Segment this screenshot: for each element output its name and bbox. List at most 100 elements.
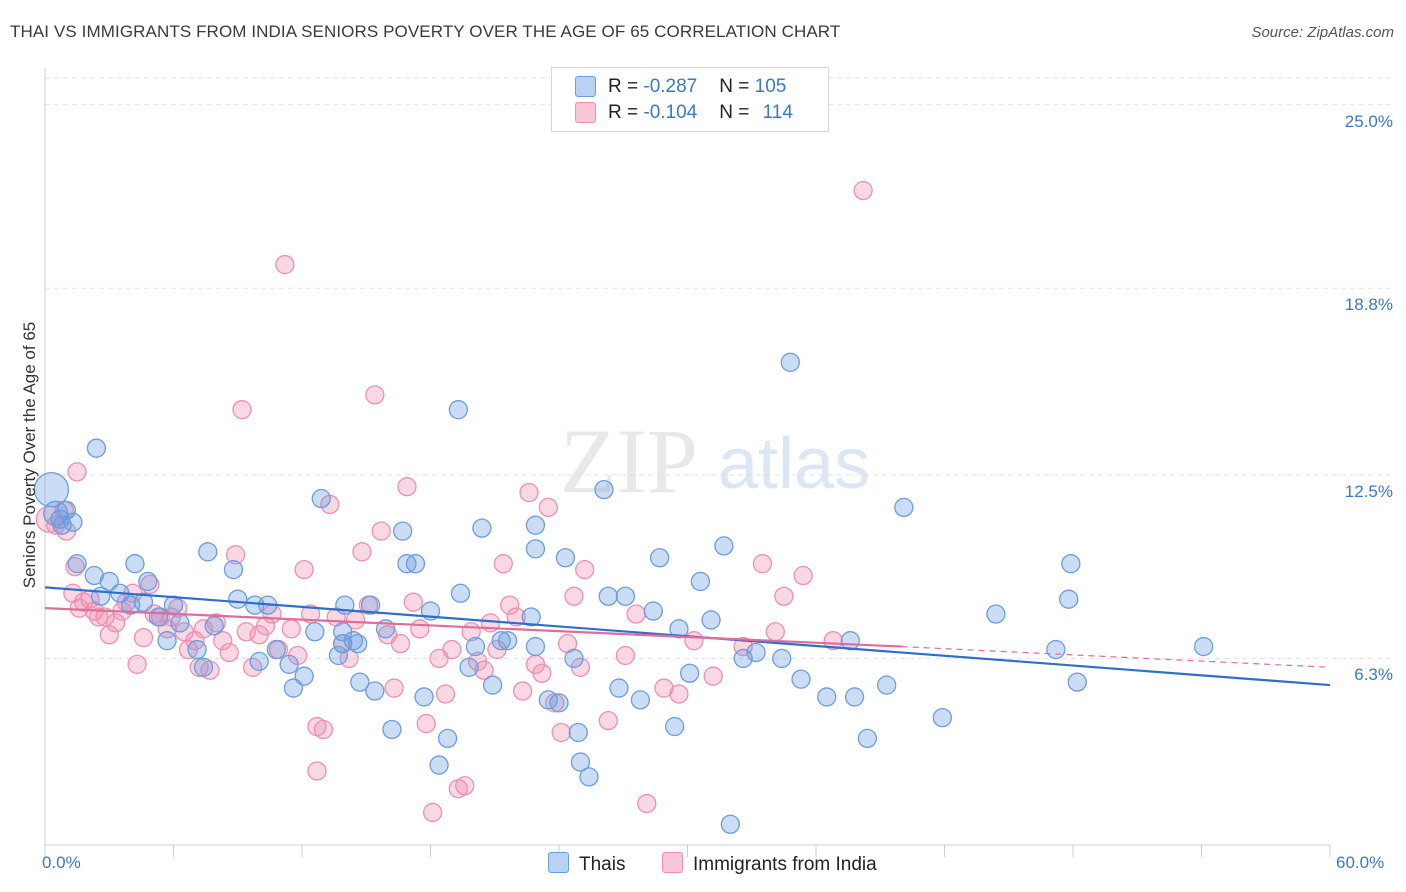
india-point bbox=[598, 710, 618, 731]
india-point bbox=[88, 607, 109, 627]
india-point bbox=[519, 482, 539, 503]
legend-row-thai: R = -0.287 N = 105 bbox=[575, 76, 786, 100]
thai-point bbox=[414, 687, 434, 707]
india-point bbox=[416, 713, 436, 734]
india-point bbox=[255, 616, 276, 636]
india-point bbox=[615, 645, 636, 666]
thai-point bbox=[305, 622, 325, 642]
thai-point bbox=[1046, 639, 1066, 660]
thai-r-label: R = bbox=[608, 76, 644, 97]
thai-point bbox=[609, 678, 629, 698]
thai-point bbox=[459, 657, 479, 677]
watermark: ZIP atlas bbox=[560, 410, 870, 512]
thai-point bbox=[746, 642, 766, 663]
india-point bbox=[455, 776, 475, 796]
india-point bbox=[853, 180, 873, 201]
india-point bbox=[127, 654, 147, 675]
thai-point bbox=[125, 554, 145, 574]
india-point bbox=[352, 542, 372, 562]
india-n-value: 114 bbox=[762, 102, 793, 123]
india-point bbox=[232, 400, 252, 420]
thai-point bbox=[294, 666, 314, 686]
thai-point bbox=[365, 681, 385, 701]
thai-point bbox=[163, 595, 184, 615]
thai-point bbox=[594, 479, 614, 500]
thai-point bbox=[266, 639, 286, 660]
thai-point bbox=[665, 716, 685, 737]
thai-point bbox=[348, 633, 368, 654]
y-tick-label: 18.8% bbox=[1344, 295, 1393, 315]
y-tick-label: 25.0% bbox=[1344, 111, 1393, 131]
india-point bbox=[422, 802, 443, 823]
india-point bbox=[564, 586, 584, 606]
india-point bbox=[532, 663, 552, 683]
india-point bbox=[512, 681, 533, 701]
thai-point bbox=[360, 595, 381, 615]
thai-n-value: 105 bbox=[754, 76, 787, 97]
india-point bbox=[219, 642, 239, 663]
thai-point bbox=[193, 657, 214, 677]
india-point bbox=[506, 607, 526, 627]
india-point bbox=[765, 622, 785, 642]
thai-point bbox=[630, 690, 651, 710]
india-point bbox=[752, 554, 773, 574]
thai-point bbox=[157, 631, 177, 651]
india-point bbox=[703, 666, 723, 686]
thai-point bbox=[187, 639, 207, 660]
thai-point bbox=[840, 631, 860, 651]
thai-point bbox=[405, 554, 426, 574]
india-point bbox=[365, 385, 385, 405]
chart-title: THAI VS IMMIGRANTS FROM INDIA SENIORS PO… bbox=[10, 22, 841, 41]
india-point bbox=[313, 719, 334, 740]
thai-point bbox=[780, 352, 800, 372]
thai-point bbox=[437, 728, 458, 749]
thai-point bbox=[148, 607, 169, 627]
thai-n-label: N = bbox=[719, 76, 755, 97]
india-point bbox=[307, 761, 327, 781]
thai-point bbox=[63, 512, 83, 532]
legend-row-india: R = -0.104 N = 114 bbox=[575, 102, 793, 126]
india-point bbox=[575, 559, 595, 580]
india-point bbox=[67, 462, 87, 482]
thai-point bbox=[579, 767, 599, 787]
bottom-legend-india[interactable]: Immigrants from India bbox=[662, 852, 877, 876]
thai-point bbox=[1193, 636, 1214, 657]
india-point bbox=[684, 631, 704, 651]
thai-point bbox=[67, 554, 87, 574]
thai-point bbox=[249, 651, 269, 672]
thai-point bbox=[772, 648, 792, 669]
thai-point bbox=[56, 500, 77, 521]
india-point bbox=[442, 639, 462, 660]
thai-point bbox=[714, 536, 734, 556]
thai-point bbox=[525, 515, 546, 535]
thai-point bbox=[204, 616, 224, 636]
india-point bbox=[390, 633, 411, 654]
thai-point bbox=[133, 592, 154, 612]
india-point bbox=[140, 574, 160, 595]
india-point bbox=[281, 619, 301, 639]
thai-point bbox=[643, 601, 663, 621]
india-point bbox=[99, 625, 119, 645]
thai-point bbox=[393, 521, 413, 541]
thai-point bbox=[701, 610, 721, 630]
thai-point bbox=[525, 636, 546, 657]
india-trend-line bbox=[44, 606, 902, 648]
india-point bbox=[493, 554, 513, 574]
thai-point bbox=[497, 631, 518, 651]
india-point bbox=[435, 684, 456, 704]
x-tick-label-max: 60.0% bbox=[1336, 853, 1385, 872]
thai-point bbox=[817, 687, 837, 707]
india-point bbox=[793, 565, 813, 586]
thai-point bbox=[564, 648, 584, 669]
india-point bbox=[637, 793, 657, 814]
y-tick-label: 12.5% bbox=[1344, 481, 1393, 501]
india-point bbox=[384, 678, 404, 698]
thai-legend-label: Thais bbox=[579, 854, 626, 875]
bottom-legend-thai[interactable]: Thais bbox=[548, 852, 625, 876]
thai-point bbox=[450, 583, 471, 603]
thai-point bbox=[465, 636, 486, 657]
thai-point bbox=[538, 690, 558, 710]
thai-point bbox=[198, 542, 218, 562]
thai-points bbox=[33, 352, 1214, 834]
